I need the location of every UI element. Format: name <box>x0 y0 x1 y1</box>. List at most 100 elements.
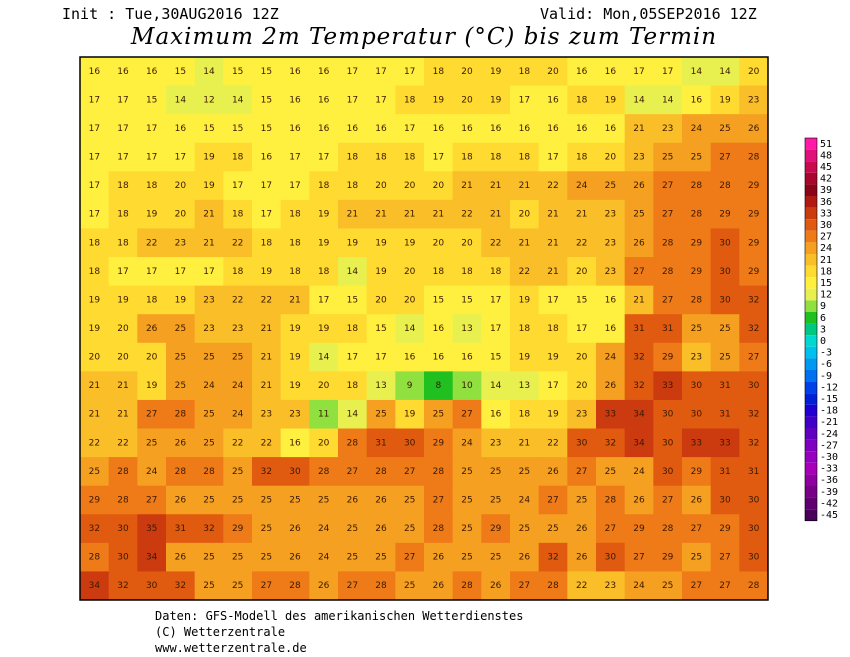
temperature-cell <box>653 514 683 544</box>
temperature-cell <box>596 371 626 401</box>
temperature-label: 31 <box>748 467 759 477</box>
colorbar-frame <box>804 137 818 522</box>
temperature-label: 25 <box>490 495 501 505</box>
temperature-label: 32 <box>748 438 759 448</box>
colorbar-label: 42 <box>820 174 832 185</box>
colorbar-swatch <box>805 230 817 243</box>
temperature-cell <box>424 142 454 172</box>
temperature-cell <box>166 142 196 172</box>
temperature-label: 16 <box>576 124 588 134</box>
temperature-cell <box>166 171 196 201</box>
temperature-cell <box>710 228 740 258</box>
temperature-label: 17 <box>289 153 300 163</box>
temperature-cell <box>567 171 597 201</box>
temperature-cell <box>108 171 138 201</box>
temperature-cell <box>739 371 769 401</box>
temperature-cell <box>710 542 740 572</box>
temperature-cell <box>510 485 540 515</box>
temperature-cell <box>194 142 224 172</box>
temperature-label: 25 <box>404 524 415 534</box>
temperature-label: 25 <box>433 410 444 420</box>
temperature-cell <box>80 228 110 258</box>
temperature-label: 20 <box>146 353 158 363</box>
colorbar-swatch <box>805 277 817 289</box>
temperature-cell <box>366 399 396 430</box>
temperature-cell <box>739 342 769 372</box>
temperature-label: 19 <box>547 410 559 420</box>
temperature-label: 17 <box>404 124 415 134</box>
temperature-cell <box>252 314 282 344</box>
temperature-cell <box>80 571 110 601</box>
temperature-label: 16 <box>605 67 617 77</box>
temperature-label: 18 <box>404 95 416 105</box>
temperature-cell <box>739 542 769 572</box>
temperature-label: 25 <box>261 524 272 534</box>
temperature-cell <box>137 257 167 287</box>
temperature-cell <box>510 228 540 258</box>
temperature-cell <box>424 485 454 515</box>
temperature-label: 31 <box>719 381 730 391</box>
temperature-cell <box>624 342 654 372</box>
temperature-label: 23 <box>289 410 300 420</box>
temperature-label: 16 <box>404 353 416 363</box>
temperature-cell <box>624 171 654 201</box>
temperature-cell <box>252 171 282 201</box>
temperature-cell <box>166 257 196 287</box>
temperature-label: 25 <box>232 581 243 591</box>
temperature-cell <box>395 85 425 115</box>
colorbar-swatch <box>805 509 817 521</box>
colorbar-swatch <box>805 404 817 417</box>
temperature-label: 27 <box>146 410 157 420</box>
temperature-label: 30 <box>719 495 731 505</box>
temperature-label: 29 <box>719 524 731 534</box>
temperature-cell <box>424 314 454 344</box>
temperature-cell <box>309 228 339 258</box>
temperature-cell <box>366 457 396 487</box>
temperature-cell <box>338 114 368 144</box>
temperature-cell <box>682 314 712 344</box>
temperature-cell <box>567 285 597 315</box>
temperature-label: 14 <box>347 267 359 277</box>
temperature-label: 20 <box>433 238 445 248</box>
temperature-label: 26 <box>691 495 703 505</box>
temperature-cell <box>338 257 368 287</box>
temperature-cell <box>452 514 482 544</box>
temperature-cell <box>137 342 167 372</box>
temperature-cell <box>567 142 597 172</box>
temperature-cell <box>567 428 597 458</box>
temperature-label: 21 <box>203 238 214 248</box>
temperature-cell <box>338 142 368 172</box>
temperature-label: 23 <box>633 153 644 163</box>
temperature-cell <box>194 257 224 287</box>
temperature-label: 17 <box>347 95 358 105</box>
temperature-label: 25 <box>719 124 730 134</box>
temperature-label: 15 <box>490 353 501 363</box>
temperature-cell <box>309 85 339 115</box>
colorbar-swatch <box>805 184 817 196</box>
temperature-label: 15 <box>232 67 243 77</box>
colorbar-label: -6 <box>820 359 832 370</box>
temperature-label: 29 <box>232 524 244 534</box>
temperature-label: 27 <box>433 495 444 505</box>
temperature-cell <box>280 399 310 430</box>
temperature-cell <box>424 514 454 544</box>
temperature-cell <box>166 485 196 515</box>
temperature-label: 15 <box>261 95 272 105</box>
temperature-cell <box>481 171 511 201</box>
colorbar-swatch <box>805 312 817 324</box>
temperature-label: 17 <box>261 210 272 220</box>
temperature-cell <box>366 571 396 601</box>
footer-source: Daten: GFS-Modell des amerikanischen Wet… <box>155 609 523 623</box>
temperature-cell <box>510 199 540 229</box>
temperature-cell <box>280 371 310 401</box>
temperature-label: 30 <box>662 467 674 477</box>
temperature-label: 26 <box>605 381 617 391</box>
temperature-label: 30 <box>117 553 129 563</box>
temperature-label: 15 <box>261 67 272 77</box>
temperature-cell <box>80 85 110 115</box>
temperature-cell <box>567 457 597 487</box>
temperature-label: 17 <box>433 153 444 163</box>
temperature-cell <box>653 399 683 430</box>
temperature-label: 23 <box>605 238 616 248</box>
temperature-cell <box>166 199 196 229</box>
